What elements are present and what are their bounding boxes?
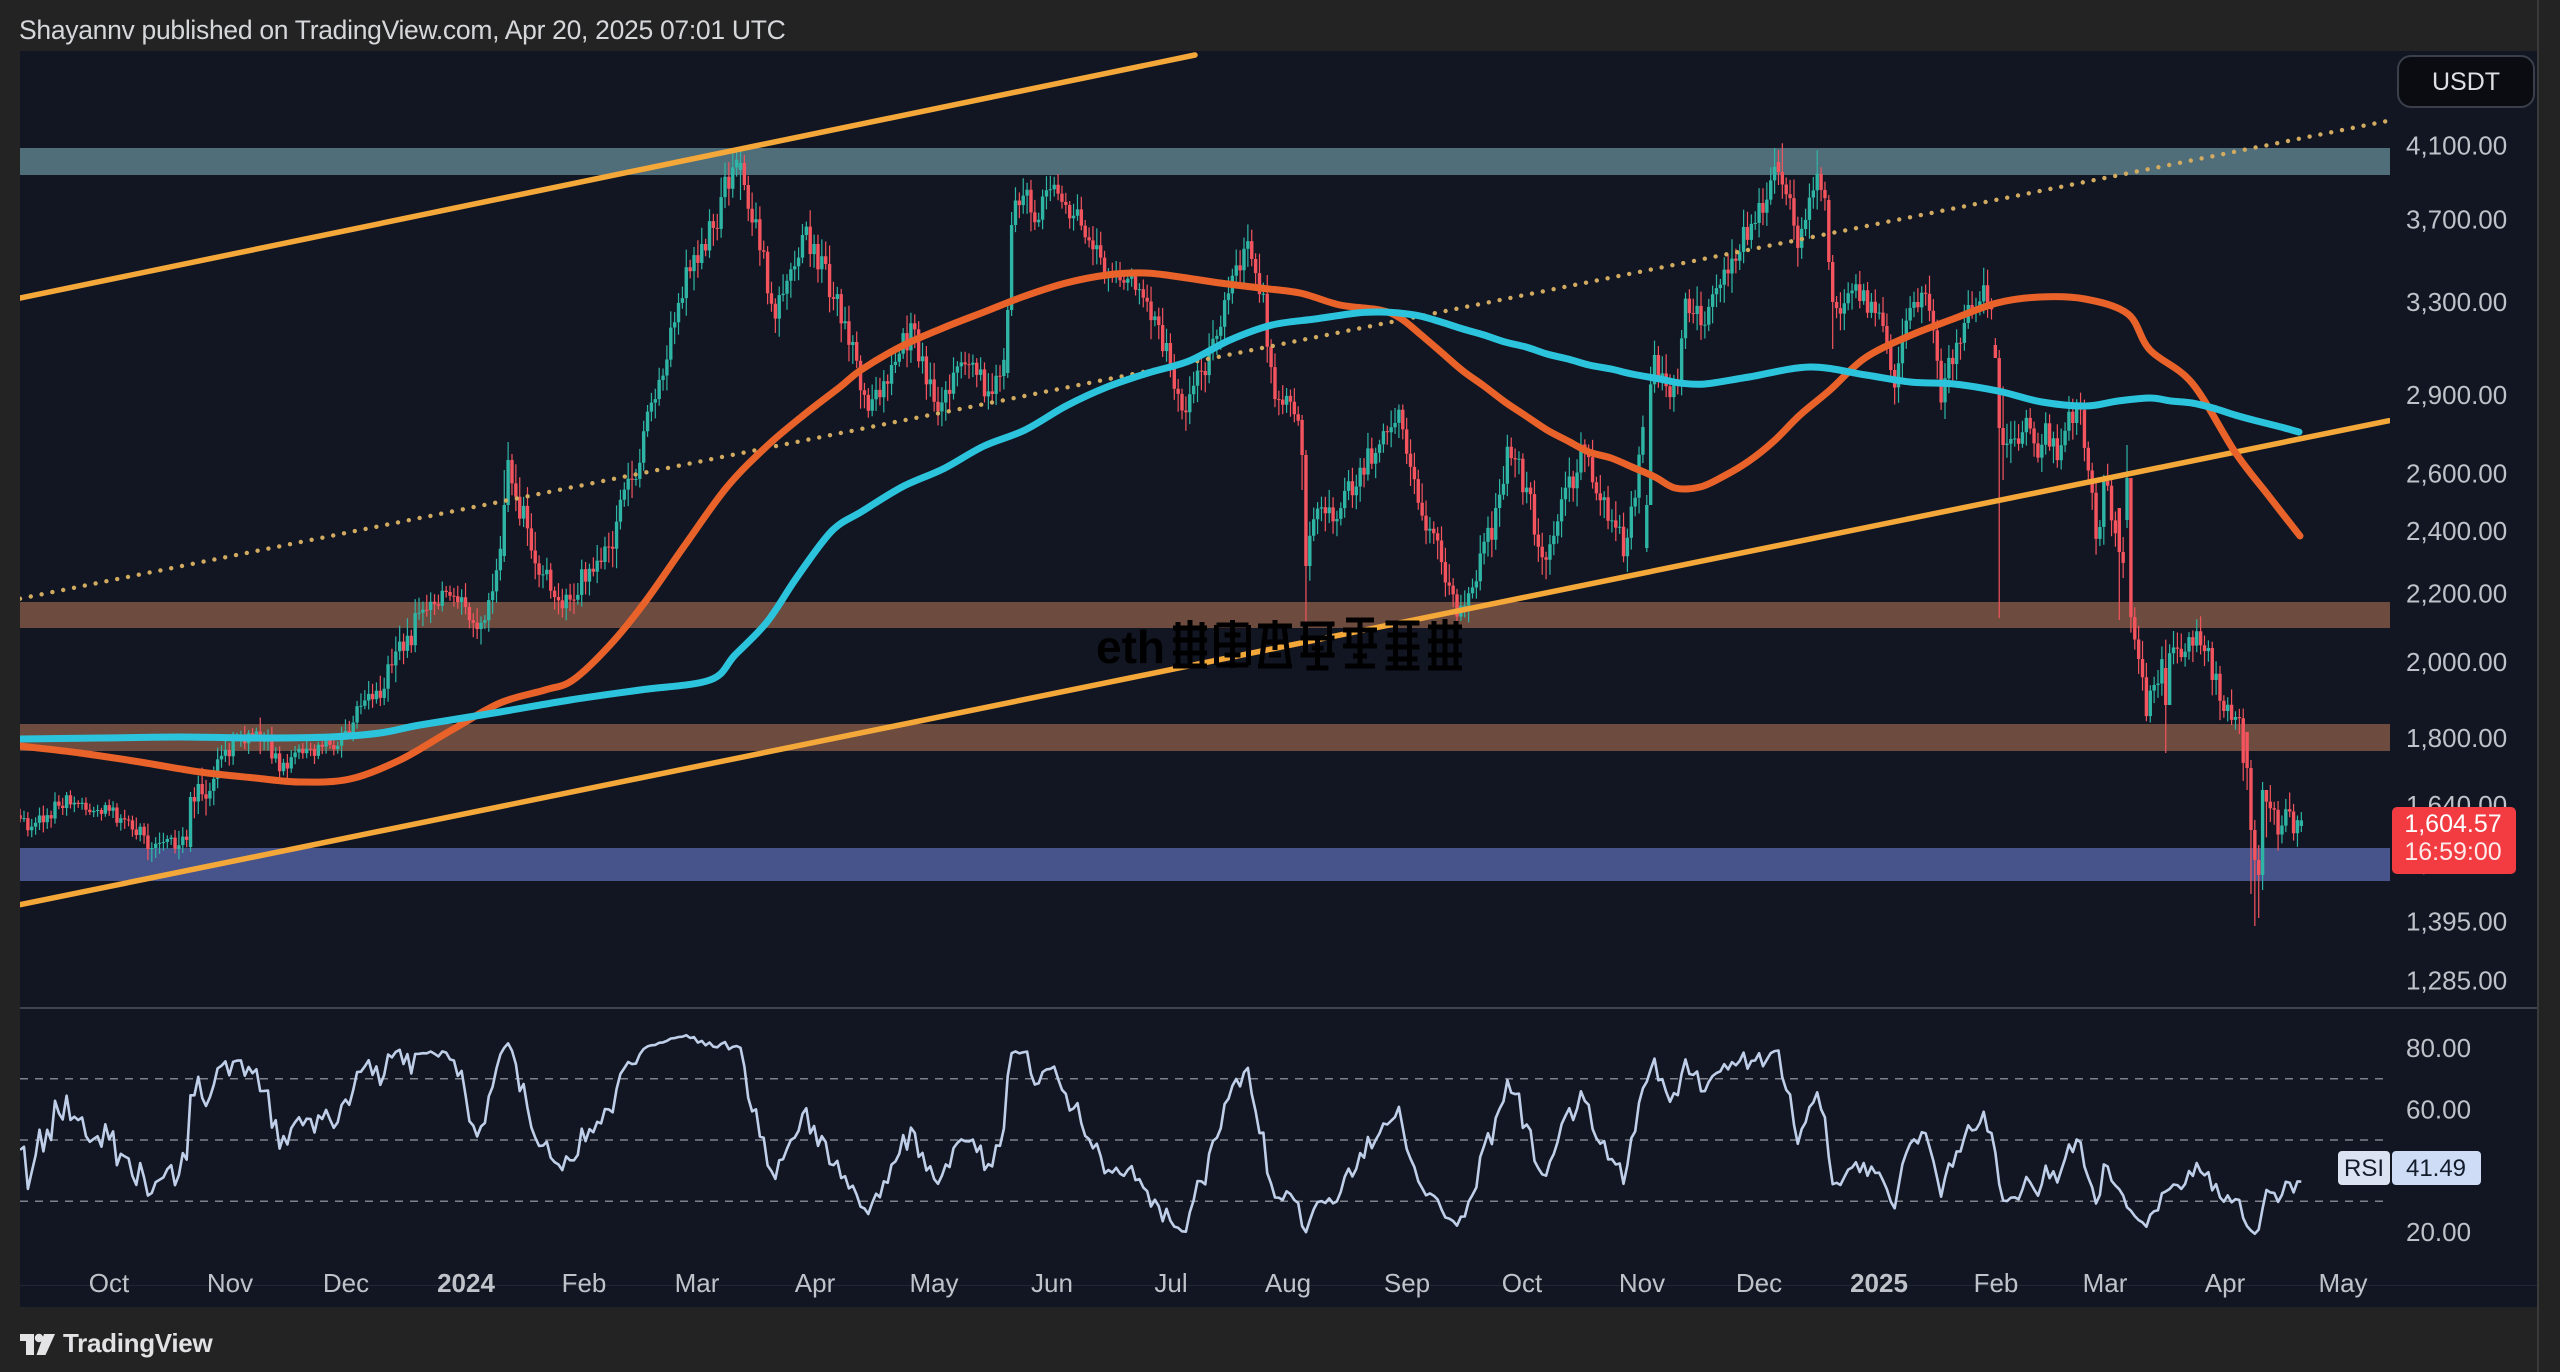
svg-text:Jun: Jun — [1031, 1268, 1073, 1298]
svg-text:3,700.00: 3,700.00 — [2406, 205, 2507, 235]
svg-text:Mar: Mar — [2083, 1268, 2128, 1298]
svg-text:Feb: Feb — [1974, 1268, 2019, 1298]
svg-text:Shayannv published on TradingV: Shayannv published on TradingView.com, A… — [19, 15, 786, 45]
svg-text:3,300.00: 3,300.00 — [2406, 287, 2507, 317]
svg-text:2,600.00: 2,600.00 — [2406, 458, 2507, 488]
svg-text:4,100.00: 4,100.00 — [2406, 131, 2507, 161]
svg-text:Apr: Apr — [795, 1268, 836, 1298]
svg-text:Apr: Apr — [2205, 1268, 2246, 1298]
svg-text:2,200.00: 2,200.00 — [2406, 579, 2507, 609]
svg-text:Nov: Nov — [1619, 1268, 1665, 1298]
svg-text:Oct: Oct — [1502, 1268, 1543, 1298]
svg-text:60.00: 60.00 — [2406, 1094, 2471, 1124]
svg-text:1,285.00: 1,285.00 — [2406, 966, 2507, 996]
svg-text:Dec: Dec — [323, 1268, 369, 1298]
svg-text:Aug: Aug — [1265, 1268, 1311, 1298]
svg-text:1,395.00: 1,395.00 — [2406, 907, 2507, 937]
svg-text:RSI: RSI — [2344, 1155, 2384, 1182]
svg-text:16:59:00: 16:59:00 — [2404, 838, 2501, 866]
svg-text:May: May — [2318, 1268, 2367, 1298]
svg-text:2,400.00: 2,400.00 — [2406, 516, 2507, 546]
svg-text:2025: 2025 — [1850, 1268, 1908, 1298]
svg-text:80.00: 80.00 — [2406, 1033, 2471, 1063]
svg-text:TradingView: TradingView — [63, 1328, 213, 1358]
svg-text:eth: eth — [1096, 621, 1165, 673]
svg-text:May: May — [909, 1268, 958, 1298]
svg-text:Dec: Dec — [1736, 1268, 1782, 1298]
svg-text:2024: 2024 — [437, 1268, 495, 1298]
svg-text:Nov: Nov — [207, 1268, 253, 1298]
svg-text:41.49: 41.49 — [2406, 1155, 2466, 1182]
svg-text:USDT: USDT — [2432, 68, 2500, 96]
svg-text:Feb: Feb — [562, 1268, 607, 1298]
svg-text:Oct: Oct — [89, 1268, 130, 1298]
svg-text:1,604.57: 1,604.57 — [2404, 810, 2501, 838]
svg-text:2,900.00: 2,900.00 — [2406, 380, 2507, 410]
svg-text:Sep: Sep — [1384, 1268, 1430, 1298]
svg-text:2,000.00: 2,000.00 — [2406, 647, 2507, 677]
svg-text:1,800.00: 1,800.00 — [2406, 723, 2507, 753]
svg-text:Jul: Jul — [1154, 1268, 1187, 1298]
svg-text:Mar: Mar — [675, 1268, 720, 1298]
svg-text:20.00: 20.00 — [2406, 1217, 2471, 1247]
